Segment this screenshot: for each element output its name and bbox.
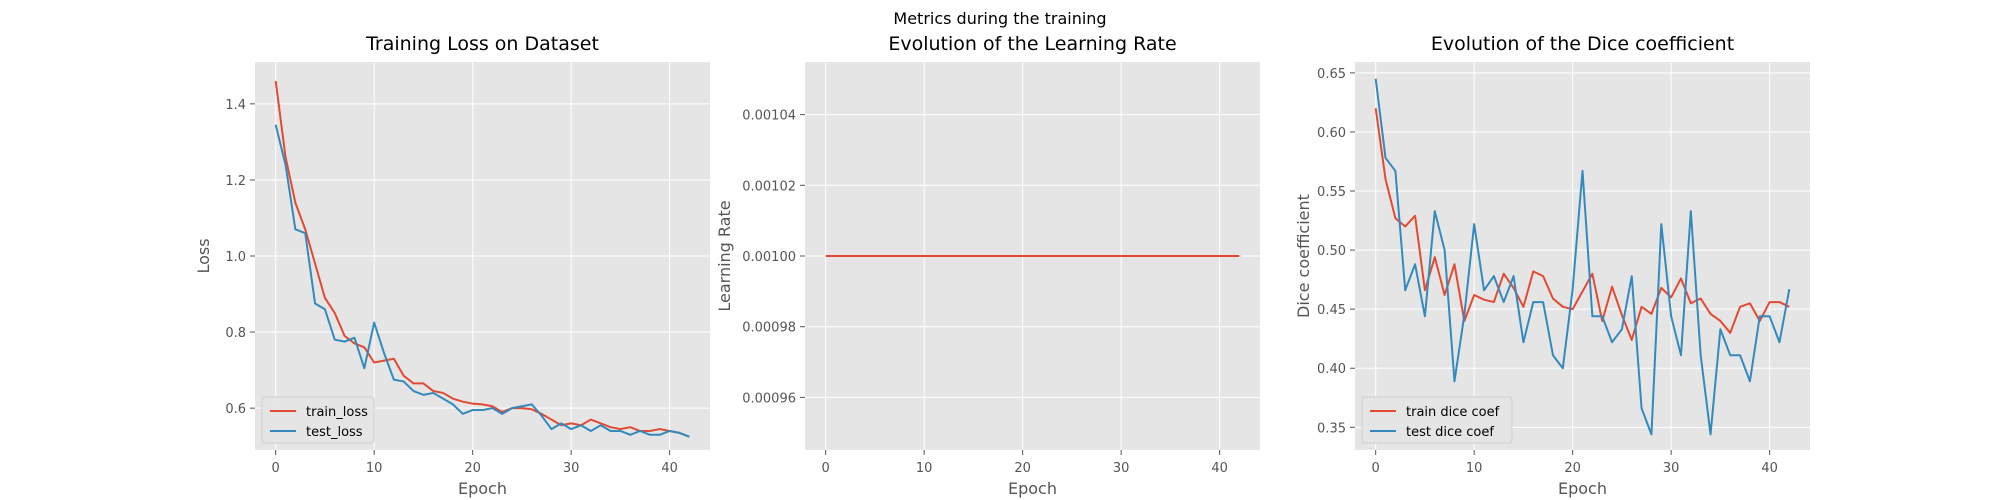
tick-label-y-lr-3: 0.00102	[742, 179, 796, 194]
legend-dice: train dice coef test dice coef	[1361, 396, 1513, 444]
series-line-loss-0	[274, 80, 690, 438]
tick-label-y-lr-4: 0.00104	[742, 109, 796, 124]
chart-dice: 0 10 20 30 40 0.35 0.40 0.45 0.50 0.55 0.60 0.65 Evo…	[1294, 33, 1810, 498]
x-axis-label-loss: Epoch	[458, 479, 507, 498]
tick-label-x-lr-2: 20	[1014, 461, 1031, 476]
tick-label-y-dice-4: 0.55	[1317, 185, 1346, 200]
figure-suptitle: Metrics during the training	[893, 9, 1106, 28]
chart-title-lr: Evolution of the Learning Rate	[888, 33, 1176, 55]
plot-area-dice	[1355, 62, 1810, 450]
tick-label-x-loss-2: 20	[464, 461, 481, 476]
chart-title-dice: Evolution of the Dice coefficient	[1431, 33, 1734, 55]
legend-label-loss-0: train_loss	[306, 405, 368, 420]
tick-label-y-loss-0: 0.6	[225, 402, 246, 417]
tick-label-x-dice-4: 40	[1761, 461, 1778, 476]
tick-label-y-lr-2: 0.00100	[742, 250, 796, 265]
tick-label-x-loss-4: 40	[661, 461, 678, 476]
legend-frame-dice	[1361, 396, 1513, 444]
chart-loss: 0 10 20 30 40 0.6 0.8 1.0 1.2 1.4 Training Loss on…	[194, 33, 710, 498]
y-axis-label-lr: Learning Rate	[715, 200, 734, 311]
tick-label-x-dice-3: 30	[1663, 461, 1680, 476]
tick-label-x-dice-1: 10	[1466, 461, 1483, 476]
tick-label-x-lr-4: 40	[1211, 461, 1228, 476]
tick-label-y-dice-1: 0.40	[1317, 362, 1346, 377]
legend-label-dice-0: train dice coef	[1406, 405, 1500, 420]
tick-label-y-dice-2: 0.45	[1317, 303, 1346, 318]
series-line-dice-1	[1374, 78, 1791, 436]
series-line-loss-1	[274, 124, 690, 438]
x-axis-label-lr: Epoch	[1008, 479, 1057, 498]
x-axis-label-dice: Epoch	[1558, 479, 1607, 498]
tick-label-x-dice-0: 0	[1372, 461, 1380, 476]
chart-title-loss: Training Loss on Dataset	[365, 33, 599, 55]
tick-label-y-dice-3: 0.50	[1317, 244, 1346, 259]
y-axis-label-dice: Dice coefficient	[1294, 194, 1313, 318]
tick-label-x-lr-1: 10	[916, 461, 933, 476]
tick-label-x-loss-3: 30	[563, 461, 580, 476]
tick-label-y-dice-0: 0.35	[1317, 421, 1346, 436]
tick-label-x-loss-1: 10	[366, 461, 383, 476]
legend-loss: train_loss test_loss	[261, 396, 375, 444]
tick-label-x-lr-3: 30	[1113, 461, 1130, 476]
legend-label-loss-1: test_loss	[306, 425, 363, 440]
tick-label-x-dice-2: 20	[1564, 461, 1581, 476]
tick-label-y-loss-3: 1.2	[225, 174, 246, 189]
y-axis-label-loss: Loss	[194, 238, 213, 273]
tick-label-y-lr-0: 0.00096	[742, 391, 796, 406]
tick-label-x-lr-0: 0	[822, 461, 830, 476]
tick-label-y-lr-1: 0.00098	[742, 321, 796, 336]
tick-label-y-dice-6: 0.65	[1317, 67, 1346, 82]
tick-label-y-dice-5: 0.60	[1317, 126, 1346, 141]
legend-label-dice-1: test dice coef	[1406, 425, 1494, 440]
tick-label-y-loss-2: 1.0	[225, 250, 246, 265]
chart-lr: 0 10 20 30 40 0.00096 0.00098 0.00100 0.00102 0.0…	[715, 33, 1260, 498]
tick-label-y-loss-1: 0.8	[225, 326, 246, 341]
series-line-dice-0	[1374, 108, 1790, 341]
tick-label-x-loss-0: 0	[272, 461, 280, 476]
tick-label-y-loss-4: 1.4	[225, 98, 246, 113]
